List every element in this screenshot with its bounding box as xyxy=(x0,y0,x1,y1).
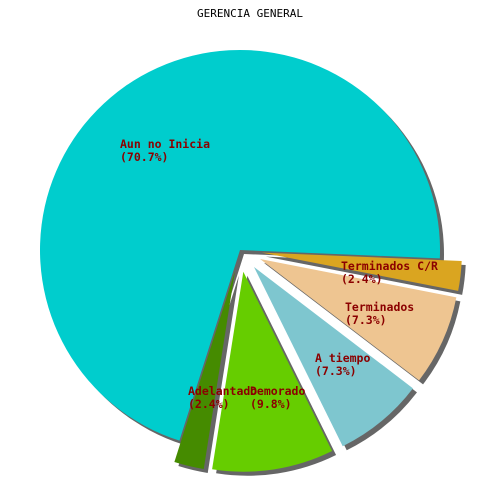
slice-label-percent: (70.7%) xyxy=(120,150,168,164)
slice-label-terminados: Terminados (7.3%) xyxy=(345,300,414,327)
pie-slice-adelantado xyxy=(174,271,235,469)
slice-label-name: Demorado xyxy=(250,384,305,398)
slice-label-aun-no-inicia: Aun no Inicia (70.7%) xyxy=(120,137,210,164)
slice-label-percent: (9.8%) xyxy=(250,397,292,411)
pie-slice-layer xyxy=(39,49,462,472)
slice-label-adelantado: Adelantado (2.4%) xyxy=(188,384,257,411)
pie-slice-terminados-c-r xyxy=(261,252,462,291)
slice-label-name: A tiempo xyxy=(315,351,370,365)
pie-slice-aun-no-inicia xyxy=(39,49,440,441)
slice-label-demorado: Demorado (9.8%) xyxy=(250,384,305,411)
slice-label-terminados-c-r: Terminados C/R (2.4%) xyxy=(341,259,438,286)
chart-title: GERENCIA GENERAL xyxy=(197,7,303,20)
slice-label-name: Terminados xyxy=(345,300,414,314)
slice-label-percent: (2.4%) xyxy=(188,397,230,411)
slice-label-percent: (2.4%) xyxy=(341,272,383,286)
slice-label-percent: (7.3%) xyxy=(345,313,387,327)
slice-label-name: Adelantado xyxy=(188,384,257,398)
pie-label-layer: Aun no Inicia (70.7%)Adelantado (2.4%)Demo… xyxy=(120,137,438,411)
slice-label-name: Aun no Inicia xyxy=(120,137,210,151)
pie-slice-demorado xyxy=(212,271,333,472)
slice-label-name: Terminados C/R xyxy=(341,259,438,273)
slice-label-percent: (7.3%) xyxy=(315,364,357,378)
pie-slice-a-tiempo xyxy=(253,266,413,447)
slice-label-a-tiempo: A tiempo (7.3%) xyxy=(315,351,370,378)
pie-slice-terminados xyxy=(260,259,457,381)
